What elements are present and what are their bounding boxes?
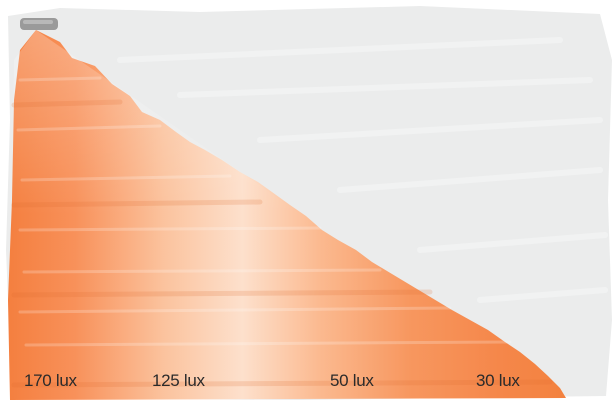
illuminance-label-125: 125 lux <box>152 371 205 390</box>
cone-highlight <box>10 30 566 400</box>
cone-brush-strokes <box>16 76 512 347</box>
cone-shadow-strokes <box>11 99 553 388</box>
illuminance-label-50: 50 lux <box>330 371 374 390</box>
illuminance-label-170: 170 lux <box>24 371 77 390</box>
lamp-highlight <box>23 20 53 24</box>
wash-brush-strokes <box>117 37 608 303</box>
illuminance-label-30: 30 lux <box>476 371 520 390</box>
